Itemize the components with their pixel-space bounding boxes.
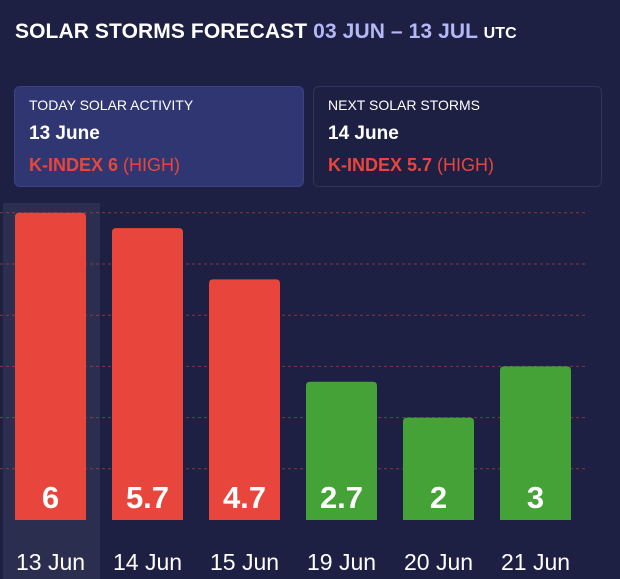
- bar-value-label: 2.7: [320, 480, 363, 515]
- bar-value-label: 3: [527, 480, 544, 515]
- x-tick-label: 20 Jun: [404, 549, 473, 575]
- today-card-date: 13 June: [29, 123, 100, 144]
- x-tick-label: 21 Jun: [501, 549, 570, 575]
- x-tick-label: 13 Jun: [16, 549, 85, 575]
- bar-20-jun[interactable]: [403, 417, 474, 520]
- bar-value-label: 5.7: [126, 480, 169, 515]
- today-card-kindex: K-INDEX 6 (HIGH): [29, 155, 289, 176]
- title-text: SOLAR STORMS FORECAST: [15, 20, 308, 43]
- next-kindex-level: (HIGH): [437, 155, 495, 175]
- timezone-label: UTC: [483, 25, 517, 42]
- x-tick-label: 15 Jun: [210, 549, 279, 575]
- next-card-label: NEXT SOLAR STORMS: [328, 97, 480, 113]
- chart-svg: 6 13 Jun 5.7 14 Jun 4.7 15 Jun 2.7 19 Jun 2 20 Ju…: [0, 203, 588, 579]
- next-kindex-value: K-INDEX 5.7: [328, 155, 433, 175]
- bar-19-jun[interactable]: [306, 381, 377, 520]
- x-tick-label: 14 Jun: [113, 549, 182, 575]
- today-kindex-level: (HIGH): [123, 155, 181, 175]
- next-card-kindex: K-INDEX 5.7 (HIGH): [328, 155, 587, 176]
- today-activity-card[interactable]: TODAY SOLAR ACTIVITY 13 June K-INDEX 6 (…: [14, 86, 304, 187]
- bar-value-label: 4.7: [223, 480, 266, 515]
- bar-15-jun[interactable]: [209, 279, 280, 520]
- date-range: 03 JUN – 13 JUL: [313, 20, 478, 43]
- today-card-label: TODAY SOLAR ACTIVITY: [29, 97, 194, 113]
- bar-14-jun[interactable]: [112, 228, 183, 520]
- bar-21-jun[interactable]: [500, 366, 571, 520]
- next-storms-card[interactable]: NEXT SOLAR STORMS 14 June K-INDEX 5.7 (H…: [313, 86, 602, 187]
- x-tick-label: 19 Jun: [307, 549, 376, 575]
- today-kindex-value: K-INDEX 6: [29, 155, 119, 175]
- next-card-date: 14 June: [328, 123, 399, 144]
- bar-value-label: 6: [42, 480, 59, 515]
- bar-13-jun[interactable]: [15, 212, 86, 521]
- kindex-bar-chart: 6 13 Jun 5.7 14 Jun 4.7 15 Jun 2.7 19 Jun 2 20 Ju…: [0, 195, 620, 579]
- bar-value-label: 2: [430, 480, 447, 515]
- page-title: SOLAR STORMS FORECAST 03 JUN – 13 JUL UT…: [15, 20, 517, 44]
